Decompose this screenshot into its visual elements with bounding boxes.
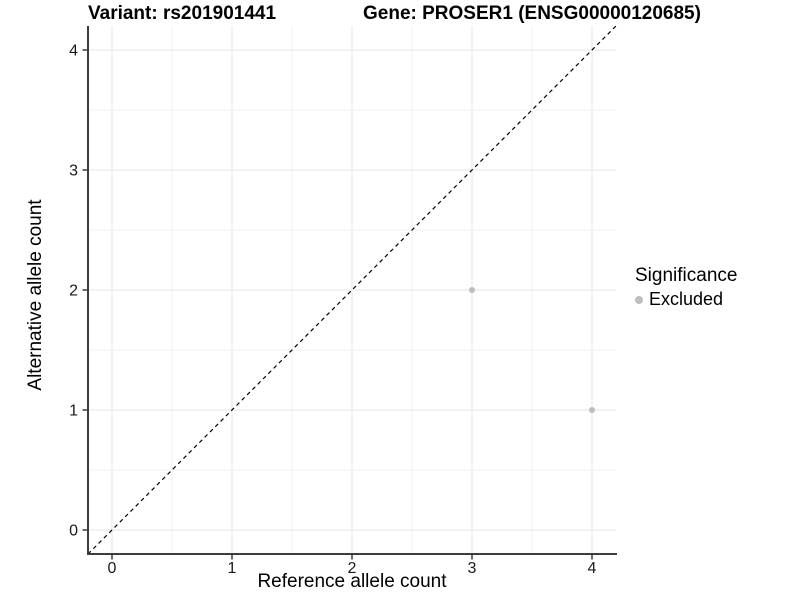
x-tick-label: 4 bbox=[588, 560, 597, 577]
y-tick-label: 1 bbox=[69, 403, 78, 420]
legend-item-label: Excluded bbox=[649, 288, 724, 309]
legend-title: Significance bbox=[635, 265, 738, 286]
y-axis-title: Alternative allele count bbox=[25, 199, 46, 391]
y-tick-label: 2 bbox=[69, 283, 78, 300]
y-tick-label: 4 bbox=[69, 43, 78, 60]
legend-item: Excluded bbox=[635, 288, 737, 310]
y-axis-title-wrap: Alternative allele count bbox=[25, 199, 46, 391]
x-axis-title: Reference allele count bbox=[257, 571, 447, 592]
legend: Significance Excluded bbox=[635, 265, 738, 310]
variant-title: Variant: rs201901441 bbox=[88, 3, 277, 24]
y-tick-label: 0 bbox=[69, 523, 78, 540]
data-point bbox=[469, 287, 475, 293]
x-tick-label: 3 bbox=[468, 560, 477, 577]
gene-title: Gene: PROSER1 (ENSG00000120685) bbox=[363, 3, 701, 24]
legend-point-icon bbox=[635, 295, 643, 304]
data-point bbox=[589, 407, 595, 413]
x-axis-title-wrap: Reference allele count bbox=[88, 572, 616, 592]
x-tick-label: 1 bbox=[228, 560, 237, 577]
x-tick-label: 0 bbox=[108, 560, 117, 577]
y-tick-label: 3 bbox=[69, 163, 78, 180]
x-tick-label: 2 bbox=[348, 560, 357, 577]
